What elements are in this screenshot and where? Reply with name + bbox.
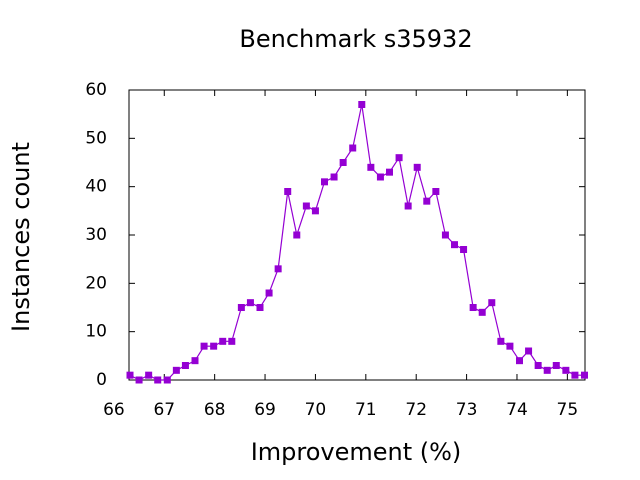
data-point [210, 342, 218, 350]
y-tick-label: 40 [85, 177, 107, 197]
data-point [385, 168, 393, 176]
data-point [525, 347, 533, 355]
data-point [395, 154, 403, 162]
data-point [413, 163, 421, 171]
data-point [339, 159, 347, 166]
data-point [488, 299, 496, 307]
data-point [349, 144, 357, 152]
data-point [191, 357, 199, 365]
data-point [145, 371, 153, 379]
data-point [552, 362, 560, 369]
data-point [311, 207, 319, 215]
data-point [460, 246, 468, 253]
data-point [265, 289, 273, 297]
x-tick-label: 71 [355, 400, 377, 420]
x-tick-label: 66 [103, 400, 125, 420]
data-point [163, 376, 171, 384]
data-point [478, 308, 486, 316]
x-axis-label: Improvement (%) [251, 438, 462, 466]
data-point [580, 371, 588, 379]
x-tick-label: 68 [204, 400, 226, 420]
data-point [376, 173, 384, 181]
data-point [450, 241, 458, 249]
y-tick-label: 60 [85, 80, 107, 100]
data-point [506, 342, 514, 350]
data-point [404, 202, 412, 210]
data-point [469, 304, 477, 311]
y-tick-label: 20 [85, 273, 107, 293]
data-point [154, 376, 162, 384]
data-point [497, 337, 505, 345]
x-tick-label: 72 [405, 400, 427, 420]
plot-frame [128, 89, 586, 381]
data-point [302, 202, 310, 210]
data-point [423, 197, 431, 205]
data-point [246, 299, 254, 307]
x-tick-label: 74 [506, 400, 528, 420]
data-point [562, 366, 570, 374]
data-point [237, 304, 245, 311]
data-point [256, 304, 264, 311]
data-point [228, 337, 236, 345]
y-tick-label: 0 [96, 370, 107, 390]
data-point [515, 357, 523, 365]
data-point [135, 376, 143, 384]
data-point [126, 371, 134, 379]
data-point [219, 337, 227, 345]
x-tick-label: 67 [153, 400, 175, 420]
y-tick-label: 50 [85, 128, 107, 148]
y-tick-label: 30 [85, 225, 107, 245]
x-tick-label: 73 [456, 400, 478, 420]
data-point [367, 163, 375, 171]
data-point [274, 265, 282, 273]
chart-title: Benchmark s35932 [239, 25, 472, 53]
data-point [358, 101, 366, 108]
data-point [534, 362, 542, 369]
data-point [571, 371, 579, 379]
data-point [181, 362, 189, 369]
data-point [543, 366, 551, 374]
data-point [284, 188, 292, 195]
y-axis-label: Instances count [7, 142, 35, 332]
data-point [293, 231, 301, 239]
y-tick-label: 10 [85, 322, 107, 342]
data-point [432, 188, 440, 195]
data-point [441, 231, 449, 239]
x-tick-label: 69 [254, 400, 276, 420]
data-point [172, 366, 180, 374]
x-tick-label: 70 [305, 400, 327, 420]
series-line [129, 104, 585, 381]
x-tick-label: 75 [557, 400, 579, 420]
data-point [330, 173, 338, 181]
data-point [321, 178, 329, 186]
data-point [200, 342, 208, 350]
